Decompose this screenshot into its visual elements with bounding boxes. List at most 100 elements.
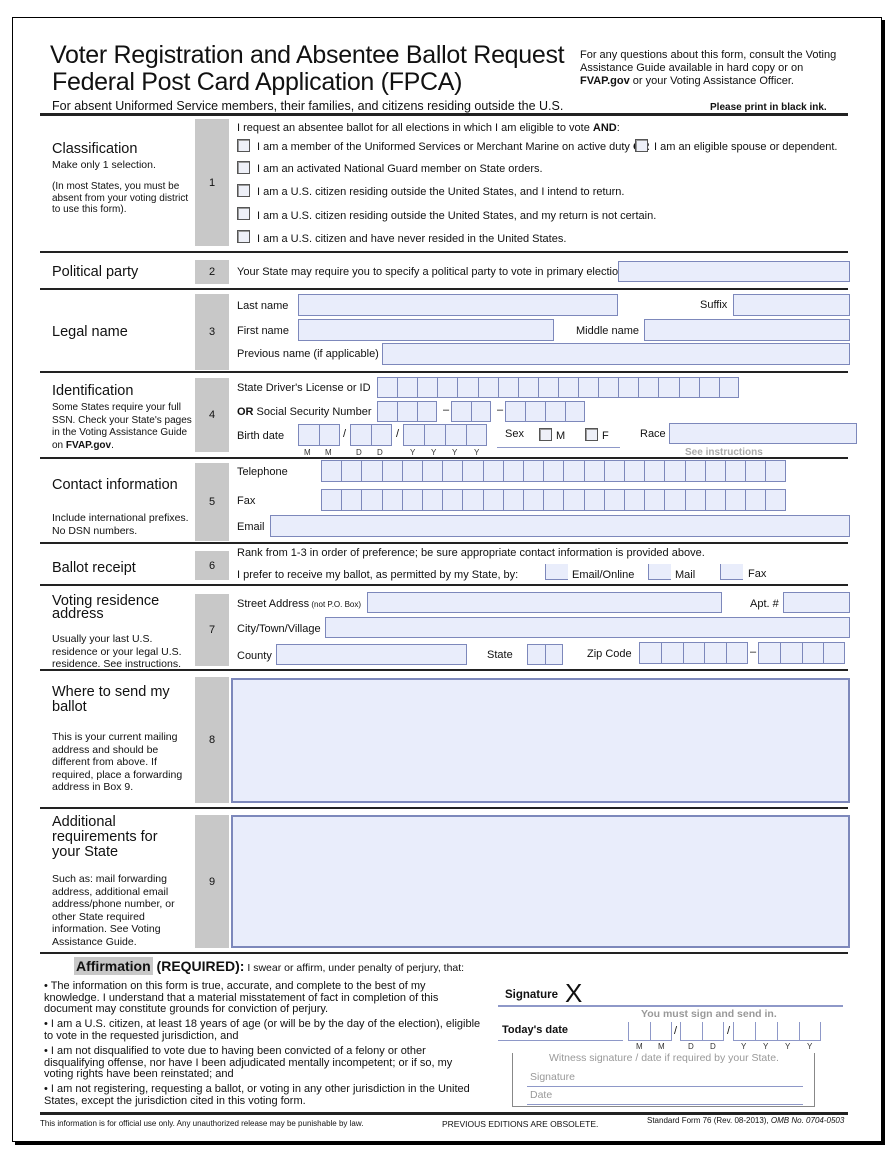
char-box-divider — [397, 378, 399, 397]
char-box-group[interactable] — [377, 377, 739, 398]
char-box-group[interactable] — [527, 644, 563, 665]
char-box-group[interactable] — [377, 401, 437, 422]
section-title: Classification — [52, 141, 138, 157]
date-format-hint: M — [325, 448, 332, 457]
char-box-group[interactable] — [350, 424, 392, 446]
county-input[interactable] — [276, 644, 467, 665]
char-box-divider — [638, 378, 640, 397]
date-digit-box[interactable] — [628, 1022, 650, 1041]
checkbox-intend-return[interactable] — [237, 184, 250, 197]
date-digit-box[interactable] — [799, 1022, 821, 1041]
date-digit-box[interactable] — [733, 1022, 755, 1041]
char-box-divider — [684, 490, 686, 510]
witness-signature-line[interactable] — [527, 1086, 803, 1087]
char-box-divider — [462, 490, 464, 510]
race-input[interactable] — [669, 423, 857, 444]
see-instructions-link[interactable]: See instructions — [685, 447, 763, 458]
char-box-divider — [725, 490, 726, 510]
checkbox-national-guard[interactable] — [237, 161, 250, 174]
witness-box — [512, 1053, 815, 1107]
section-number: 3 — [195, 294, 229, 370]
char-box-group[interactable] — [451, 401, 491, 422]
section-title: Additional requirements for your State — [52, 814, 158, 860]
mailing-address-textarea[interactable] — [231, 678, 850, 803]
rank-email-input[interactable] — [545, 564, 568, 580]
char-box-divider — [704, 643, 706, 663]
street-address-input[interactable] — [367, 592, 722, 613]
section-number: 2 — [195, 260, 229, 284]
date-format-hint: D — [688, 1042, 694, 1051]
date-digit-box[interactable] — [650, 1022, 672, 1041]
char-box-divider — [341, 461, 343, 481]
checkbox-sex-male[interactable] — [539, 428, 552, 441]
char-box-divider — [417, 378, 419, 397]
char-box-divider — [682, 643, 684, 663]
checkbox-return-uncertain[interactable] — [237, 207, 250, 220]
date-digit-box[interactable] — [755, 1022, 777, 1041]
date-format-hint: M — [636, 1042, 643, 1051]
char-box-divider — [660, 643, 662, 663]
separator: – — [443, 404, 450, 416]
char-box-divider — [644, 490, 646, 510]
date-format-hint: Y — [785, 1042, 791, 1051]
signature-line[interactable] — [498, 1005, 843, 1007]
rank-fax-input[interactable] — [720, 564, 743, 580]
last-name-input[interactable] — [298, 294, 618, 316]
char-box-divider — [543, 490, 545, 510]
char-box-divider — [563, 490, 565, 510]
char-box-group[interactable] — [298, 424, 340, 446]
email-input[interactable] — [270, 515, 850, 537]
witness-date-line[interactable] — [527, 1104, 803, 1105]
section-title: Voting residence address — [52, 593, 160, 622]
date-format-hint: Y — [474, 448, 480, 457]
checkbox-sex-female[interactable] — [585, 428, 598, 441]
char-box-group[interactable] — [403, 424, 487, 446]
section-title: Contact information — [52, 477, 178, 493]
previous-name-input[interactable] — [382, 343, 850, 365]
date-digit-box[interactable] — [702, 1022, 724, 1041]
header-note: For any questions about this form, consu… — [580, 49, 837, 87]
middle-name-input[interactable] — [644, 319, 850, 341]
char-box-group[interactable] — [505, 401, 585, 422]
char-box-group[interactable] — [321, 460, 786, 482]
date-digit-box[interactable] — [777, 1022, 799, 1041]
checkbox-uniformed-services[interactable] — [237, 139, 250, 152]
rank-mail-input[interactable] — [648, 564, 671, 580]
date-format-hint: M — [304, 448, 311, 457]
char-box-divider — [381, 461, 383, 481]
char-box-divider — [765, 490, 767, 510]
char-box-divider — [319, 425, 320, 445]
char-box-divider — [525, 402, 526, 421]
apt-input[interactable] — [783, 592, 850, 613]
section-number: 9 — [195, 815, 229, 948]
char-box-divider — [545, 645, 546, 664]
checkbox-spouse-dependent[interactable] — [635, 139, 648, 152]
first-name-input[interactable] — [298, 319, 554, 341]
char-box-divider — [704, 490, 706, 510]
date-format-hint: M — [658, 1042, 665, 1051]
section-title: Ballot receipt — [52, 560, 136, 576]
char-box-divider — [466, 425, 467, 445]
form-title: Voter Registration and Absentee Ballot R… — [50, 41, 565, 69]
char-box-divider — [543, 461, 545, 481]
char-box-divider — [823, 643, 825, 663]
char-box-divider — [523, 461, 524, 481]
char-box-divider — [578, 378, 579, 397]
political-party-input[interactable] — [618, 261, 850, 282]
char-box-group[interactable] — [321, 489, 786, 511]
additional-requirements-textarea[interactable] — [231, 815, 850, 948]
checkbox-never-resided[interactable] — [237, 230, 250, 243]
section-number: 7 — [195, 594, 229, 666]
date-digit-box[interactable] — [680, 1022, 702, 1041]
char-box-divider — [583, 490, 585, 510]
char-box-divider — [437, 378, 439, 397]
suffix-input[interactable] — [733, 294, 850, 316]
char-box-divider — [497, 378, 499, 397]
char-box-divider — [725, 461, 726, 481]
char-box-divider — [684, 461, 686, 481]
char-box-group[interactable] — [639, 642, 748, 664]
char-box-group[interactable] — [758, 642, 846, 664]
city-input[interactable] — [325, 617, 850, 638]
char-box-divider — [745, 490, 747, 510]
char-box-divider — [563, 461, 565, 481]
